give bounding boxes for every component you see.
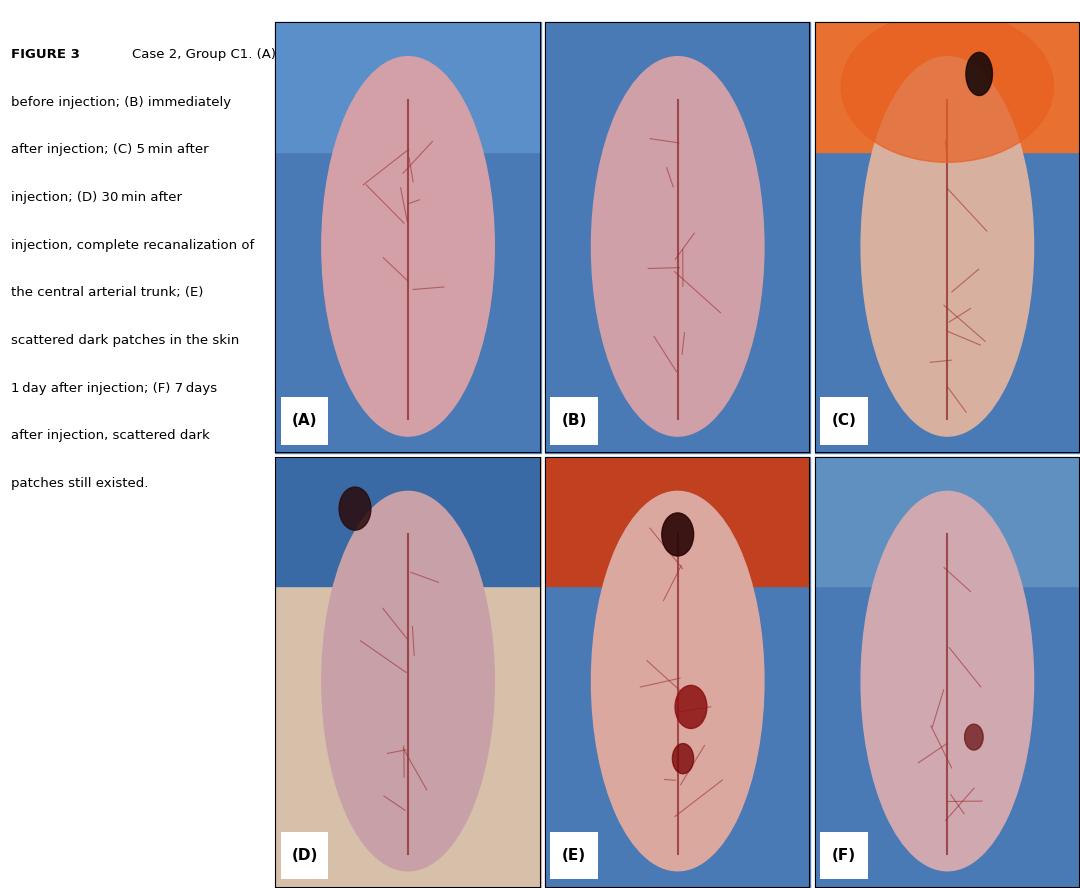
FancyBboxPatch shape xyxy=(281,832,328,879)
Text: patches still existed.: patches still existed. xyxy=(11,477,148,490)
Text: (B): (B) xyxy=(562,414,586,429)
Bar xyxy=(275,457,541,586)
Ellipse shape xyxy=(861,57,1034,436)
Ellipse shape xyxy=(322,491,495,871)
Ellipse shape xyxy=(841,12,1053,163)
Text: (C): (C) xyxy=(832,414,856,429)
Text: Case 2, Group C1. (A): Case 2, Group C1. (A) xyxy=(132,48,276,61)
Ellipse shape xyxy=(592,491,764,871)
Bar xyxy=(275,22,541,152)
Ellipse shape xyxy=(964,725,983,750)
Text: (F): (F) xyxy=(832,848,856,863)
Ellipse shape xyxy=(339,487,370,530)
Text: FIGURE 3: FIGURE 3 xyxy=(11,48,80,61)
Ellipse shape xyxy=(592,57,764,436)
Text: scattered dark patches in the skin: scattered dark patches in the skin xyxy=(11,334,240,347)
Text: injection; (D) 30 min after: injection; (D) 30 min after xyxy=(11,191,183,204)
Text: after injection; (C) 5 min after: after injection; (C) 5 min after xyxy=(11,144,208,156)
Text: (A): (A) xyxy=(292,414,318,429)
Ellipse shape xyxy=(966,52,993,96)
Bar xyxy=(814,22,1080,152)
Text: (D): (D) xyxy=(292,848,318,863)
Ellipse shape xyxy=(662,513,693,556)
Text: injection, complete recanalization of: injection, complete recanalization of xyxy=(11,239,254,251)
Text: after injection, scattered dark: after injection, scattered dark xyxy=(11,429,210,442)
Text: the central arterial trunk; (E): the central arterial trunk; (E) xyxy=(11,286,203,299)
Text: before injection; (B) immediately: before injection; (B) immediately xyxy=(11,96,231,109)
Bar xyxy=(545,22,810,152)
FancyBboxPatch shape xyxy=(820,397,867,445)
Ellipse shape xyxy=(673,743,693,773)
Text: 1 day after injection; (F) 7 days: 1 day after injection; (F) 7 days xyxy=(11,382,217,394)
Text: (E): (E) xyxy=(563,848,586,863)
Ellipse shape xyxy=(322,57,495,436)
Ellipse shape xyxy=(861,491,1034,871)
Ellipse shape xyxy=(675,686,707,728)
FancyBboxPatch shape xyxy=(820,832,867,879)
Bar xyxy=(545,457,810,586)
FancyBboxPatch shape xyxy=(551,397,598,445)
FancyBboxPatch shape xyxy=(551,832,598,879)
FancyBboxPatch shape xyxy=(281,397,328,445)
Bar xyxy=(814,457,1080,586)
